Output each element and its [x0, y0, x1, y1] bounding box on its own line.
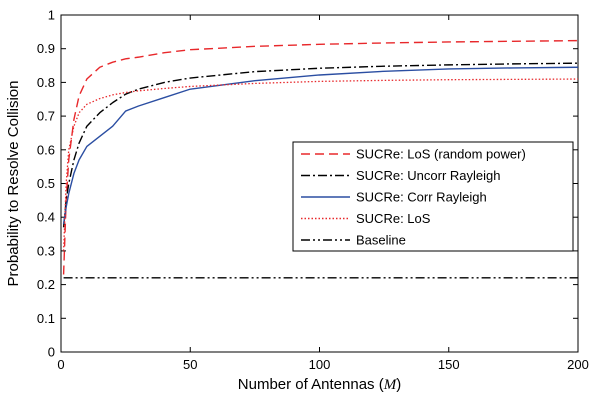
- y-tick-label: 0.8: [37, 75, 55, 90]
- y-tick-label: 0.1: [37, 311, 55, 326]
- x-tick-label: 100: [309, 357, 331, 372]
- x-tick-label: 150: [438, 357, 460, 372]
- y-tick-label: 1: [48, 8, 55, 23]
- x-axis-label-prefix: Number of Antennas (: [238, 376, 384, 393]
- series-line-1: [62, 39, 579, 275]
- legend-label-1: SUCRe: LoS (random power): [356, 147, 526, 162]
- x-tick-label: 200: [567, 357, 589, 372]
- legend-label-5: Baseline: [356, 233, 406, 248]
- y-tick-label: 0.7: [37, 109, 55, 124]
- legend-label-2: SUCRe: Uncorr Rayleigh: [356, 168, 501, 183]
- legend-label-3: SUCRe: Corr Rayleigh: [356, 190, 487, 205]
- y-tick-label: 0.6: [37, 142, 55, 157]
- y-tick-label: 0.2: [37, 277, 55, 292]
- y-tick-label: 0.9: [37, 41, 55, 56]
- legend: SUCRe: LoS (random power) SUCRe: Uncorr R…: [292, 141, 574, 252]
- ticks-layer: 0 50 100 150 200 0 0.1 0.2 0.3 0.4 0.5 0.6 0.7 0.8 0.9…: [37, 8, 589, 373]
- x-tick-label: 0: [57, 357, 64, 372]
- series-line-2: [62, 62, 579, 228]
- y-axis-label: Probability to Resolve Collision: [5, 81, 22, 287]
- x-axis-label-variable: M: [383, 377, 398, 393]
- x-axis-label-suffix: ): [396, 376, 401, 393]
- legend-label-4: SUCRe: LoS: [356, 211, 431, 226]
- y-tick-label: 0.3: [37, 243, 55, 258]
- y-tick-label: 0: [48, 345, 55, 360]
- x-tick-label: 50: [183, 357, 197, 372]
- series-line-3: [62, 66, 579, 225]
- series-layer: [62, 39, 579, 279]
- x-axis-label: Number of Antennas (M): [238, 376, 401, 393]
- y-tick-label: 0.5: [37, 176, 55, 191]
- y-tick-label: 0.4: [37, 210, 55, 225]
